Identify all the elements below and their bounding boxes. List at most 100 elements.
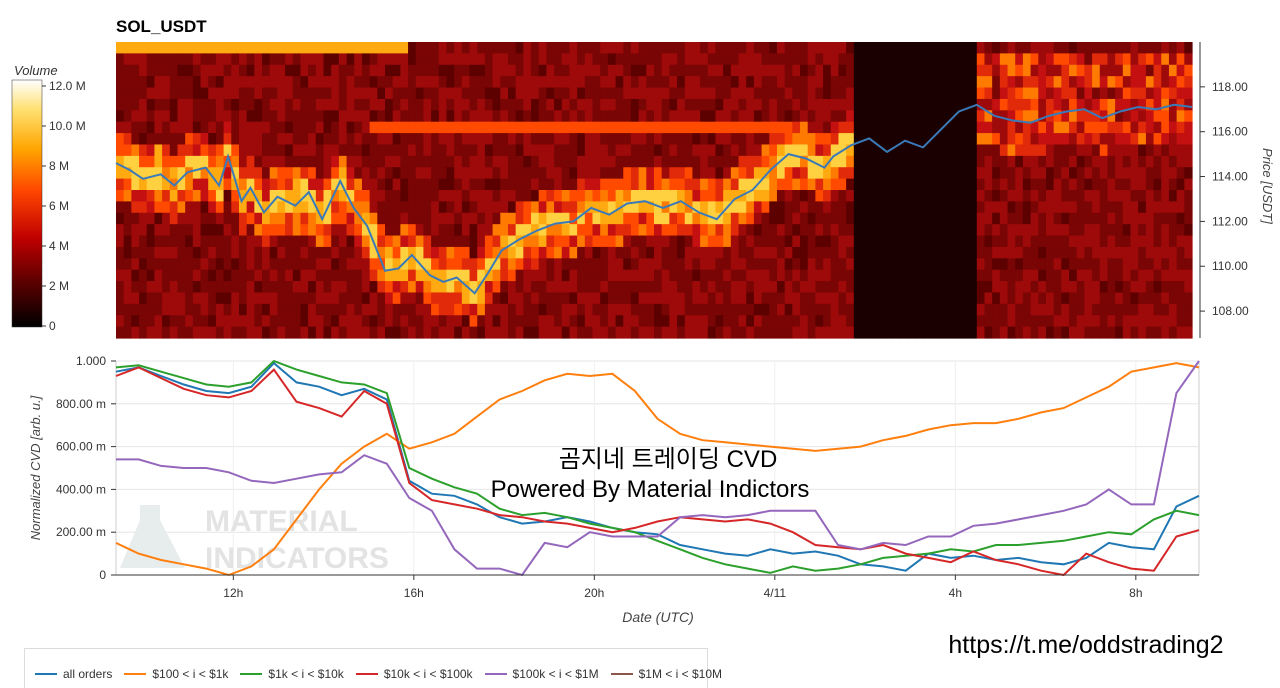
heatmap-cell <box>277 326 286 339</box>
heatmap-cell <box>554 167 563 180</box>
heatmap-cell <box>1069 315 1078 328</box>
heatmap-cell <box>1184 269 1193 282</box>
heatmap-cell <box>607 258 617 271</box>
heatmap-cell <box>776 281 786 294</box>
heatmap-cell <box>1138 235 1147 248</box>
heatmap-cell <box>292 98 302 111</box>
heatmap-cell <box>208 224 217 237</box>
heatmap-cell <box>930 326 939 339</box>
heatmap-cell <box>846 155 855 168</box>
legend-item[interactable]: $1M < i < $10M <box>610 667 722 681</box>
heatmap-cell <box>1030 87 1039 100</box>
heatmap-cell <box>899 121 909 134</box>
heatmap-cell <box>1122 292 1132 305</box>
heatmap-cell <box>1107 144 1116 157</box>
heatmap-cell <box>461 235 471 248</box>
heatmap-cell <box>646 64 655 77</box>
heatmap-cell <box>992 224 1001 237</box>
heatmap-cell <box>976 121 986 134</box>
heatmap-cell <box>853 281 863 294</box>
heatmap-cell <box>953 76 963 89</box>
heatmap-cell <box>661 167 670 180</box>
heatmap-cell <box>116 87 125 100</box>
heatmap-cell <box>638 53 647 66</box>
heatmap-cell <box>146 269 156 282</box>
telegram-link[interactable]: https://t.me/oddstrading2 <box>948 631 1223 659</box>
heatmap-cell <box>484 326 494 339</box>
heatmap-cell <box>969 155 978 168</box>
heatmap-cell <box>976 42 986 54</box>
heatmap-cell <box>784 110 793 123</box>
heatmap-cell <box>131 42 140 54</box>
heatmap-cell <box>461 155 471 168</box>
heatmap-cell <box>1145 110 1155 123</box>
heatmap-cell <box>192 201 202 214</box>
heatmap-cell <box>131 224 140 237</box>
heatmap-cell <box>746 42 755 54</box>
heatmap-cell <box>139 76 148 89</box>
heatmap-cell <box>492 303 501 316</box>
heatmap-cell <box>876 167 886 180</box>
heatmap-cell <box>707 315 717 328</box>
heatmap-cell <box>262 64 271 77</box>
heatmap-cell <box>231 76 240 89</box>
heatmap-cell <box>692 190 701 202</box>
heatmap-cell <box>607 121 617 134</box>
heatmap-cell <box>776 42 786 54</box>
price-tick-label: 114.00 <box>1212 170 1248 184</box>
heatmap-cell <box>992 212 1001 225</box>
heatmap-cell <box>438 87 448 100</box>
heatmap-cell <box>1022 292 1032 305</box>
heatmap-cell <box>830 201 840 214</box>
legend-item[interactable]: $10k < i < $100k <box>355 667 473 681</box>
heatmap-cell <box>461 178 471 191</box>
heatmap-cell <box>1061 269 1070 282</box>
heatmap-cell <box>477 303 486 316</box>
cvd-y-tick-label: 1.000 <box>76 354 106 368</box>
heatmap-cell <box>423 110 432 123</box>
heatmap-cell <box>1153 235 1162 248</box>
heatmap-cell <box>753 144 763 157</box>
legend-item[interactable]: $1k < i < $10k <box>240 667 344 681</box>
legend-item[interactable]: $100k < i < $1M <box>484 667 599 681</box>
heatmap-cell <box>1130 64 1139 77</box>
heatmap-cell <box>123 64 132 77</box>
heatmap-cell <box>876 190 886 202</box>
heatmap-cell <box>200 110 209 123</box>
heatmap-cell <box>792 212 801 225</box>
heatmap-cell <box>1030 303 1039 316</box>
heatmap-cell <box>1069 269 1078 282</box>
heatmap-cell <box>630 201 640 214</box>
legend-item[interactable]: $100 < i < $1k <box>124 667 228 681</box>
heatmap-cell <box>223 53 232 66</box>
heatmap-cell <box>1061 110 1070 123</box>
heatmap-cell <box>1045 292 1055 305</box>
cvd-y-tick-label: 200.00 m <box>56 525 106 539</box>
heatmap-cell <box>1153 87 1162 100</box>
heatmap-cell <box>723 87 732 100</box>
heatmap-cell <box>1168 133 1178 146</box>
heatmap-cell <box>292 281 302 294</box>
heatmap-cell <box>569 155 578 168</box>
heatmap-cell <box>999 246 1009 259</box>
heatmap-cell <box>369 76 378 89</box>
cvd-series-line <box>115 359 1200 574</box>
heatmap-cell <box>369 87 378 100</box>
heatmap-cell <box>223 315 232 328</box>
heatmap-cell <box>177 144 186 157</box>
heatmap-cell <box>784 98 793 111</box>
heatmap-cell <box>623 326 632 339</box>
heatmap-cell <box>592 326 601 339</box>
heatmap-cell <box>431 212 440 225</box>
cvd-plot-area <box>115 360 1200 576</box>
heatmap-cell <box>1022 87 1032 100</box>
heatmap-cell <box>700 87 709 100</box>
heatmap-cell <box>546 53 555 66</box>
heatmap-cell <box>738 269 747 282</box>
heatmap-cell <box>323 87 332 100</box>
heatmap-cell <box>146 76 156 89</box>
legend-item[interactable]: all orders <box>35 667 112 681</box>
heatmap-cell <box>1076 155 1085 168</box>
heatmap-cell <box>492 326 501 339</box>
heatmap-cell <box>1084 315 1093 328</box>
